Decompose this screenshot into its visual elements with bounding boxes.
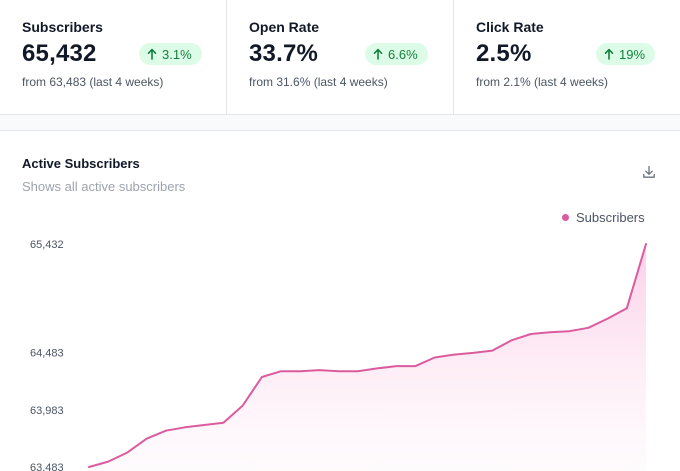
- data-point: [529, 332, 533, 336]
- change-value: 6.6%: [388, 46, 418, 62]
- stat-label: Open Rate: [249, 19, 320, 35]
- stat-value: 33.7%: [249, 40, 319, 67]
- data-point: [318, 368, 322, 372]
- legend-swatch: [562, 214, 569, 221]
- data-point: [490, 349, 494, 353]
- subscribers-area-chart: 65,432 64,483 63,983 63,483: [30, 239, 648, 471]
- data-point: [471, 351, 475, 355]
- data-point: [567, 329, 571, 333]
- data-point: [337, 369, 341, 373]
- card-title: Active Subscribers: [22, 156, 140, 171]
- data-point: [452, 353, 456, 357]
- stat-click-rate: Click Rate 2.5% 19% from 2.1% (last 4 we…: [454, 0, 680, 114]
- data-point: [106, 460, 110, 464]
- stats-strip: Subscribers 65,432 3.1% from 63,483 (las…: [0, 0, 680, 115]
- legend-label: Subscribers: [576, 210, 645, 225]
- change-value: 3.1%: [162, 46, 192, 62]
- change-badge: 6.6%: [365, 43, 428, 65]
- y-tick-label: 63,983: [30, 405, 64, 417]
- data-point: [145, 437, 149, 441]
- change-badge: 3.1%: [139, 43, 202, 65]
- change-badge: 19%: [596, 43, 656, 65]
- stat-open-rate: Open Rate 33.7% 6.6% from 31.6% (last 4 …: [227, 0, 454, 114]
- download-icon[interactable]: [641, 164, 657, 180]
- data-point: [606, 317, 610, 321]
- data-point: [644, 242, 648, 246]
- data-point: [183, 425, 187, 429]
- series-area: [89, 244, 646, 471]
- stat-label: Subscribers: [22, 19, 103, 35]
- data-point: [279, 369, 283, 373]
- data-point: [586, 326, 590, 330]
- series-line: [88, 243, 647, 468]
- stat-comparison: from 31.6% (last 4 weeks): [249, 75, 388, 89]
- data-point: [548, 330, 552, 334]
- data-point: [510, 338, 514, 342]
- data-point: [414, 364, 418, 368]
- y-tick-label: 65,432: [30, 239, 64, 251]
- data-point: [298, 369, 302, 373]
- stat-comparison: from 2.1% (last 4 weeks): [476, 75, 609, 89]
- data-point: [164, 429, 168, 433]
- stat-value: 65,432: [22, 40, 97, 67]
- change-value: 19%: [619, 46, 646, 62]
- stat-label: Click Rate: [476, 19, 544, 35]
- arrow-up-icon: [147, 48, 157, 60]
- data-point: [221, 421, 225, 425]
- data-point: [356, 369, 360, 373]
- data-point: [433, 356, 437, 360]
- data-point: [394, 364, 398, 368]
- stat-value: 2.5%: [476, 40, 532, 67]
- arrow-up-icon: [604, 48, 614, 60]
- data-point: [260, 375, 264, 379]
- arrow-up-icon: [373, 48, 383, 60]
- card-subtitle: Shows all active subscribers: [22, 179, 186, 194]
- y-tick-label: 64,483: [30, 348, 64, 360]
- stat-comparison: from 63,483 (last 4 weeks): [22, 75, 164, 89]
- data-point: [125, 451, 129, 455]
- chart-legend: Subscribers: [562, 210, 645, 225]
- data-point: [241, 404, 245, 408]
- y-tick-label: 63,483: [30, 462, 64, 471]
- stat-subscribers: Subscribers 65,432 3.1% from 63,483 (las…: [0, 0, 227, 114]
- data-point: [625, 306, 629, 310]
- data-point: [87, 465, 91, 469]
- data-point: [202, 423, 206, 427]
- data-point: [375, 366, 379, 370]
